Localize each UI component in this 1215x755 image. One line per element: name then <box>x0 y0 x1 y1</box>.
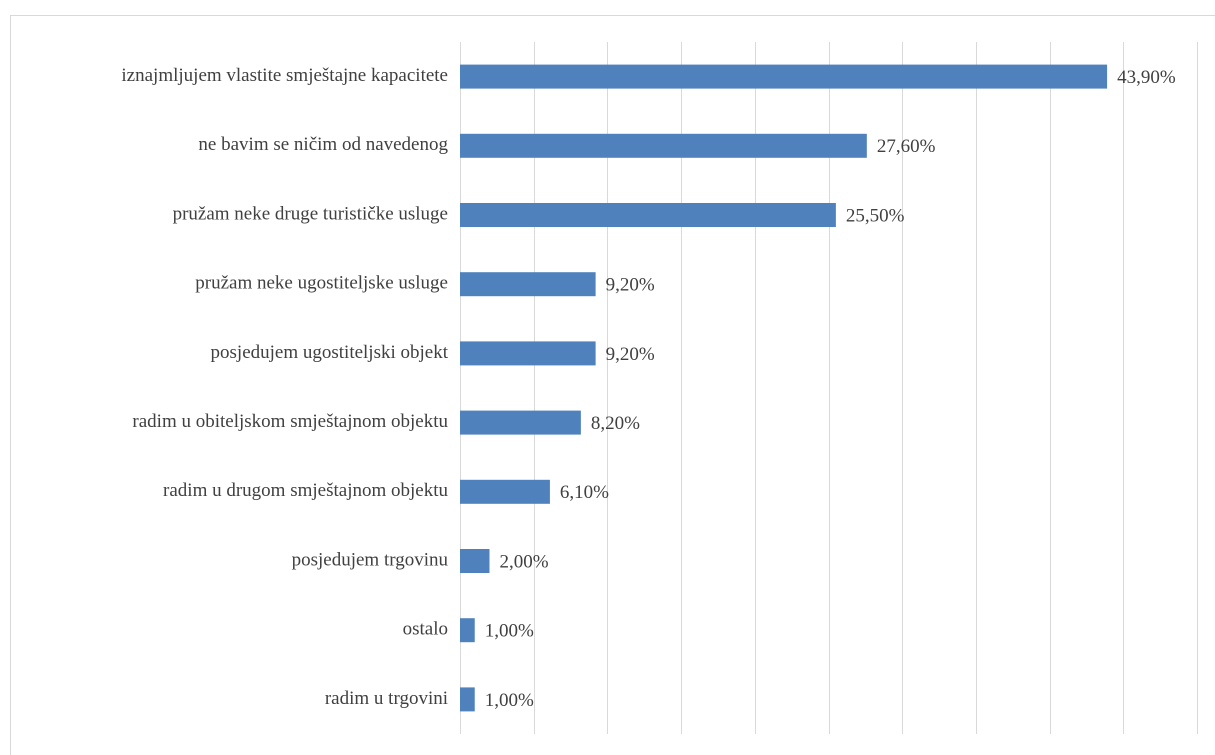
bar <box>460 687 475 712</box>
data-label: 9,20% <box>606 275 655 296</box>
y-tick-label: posjedujem trgovinu <box>292 549 449 570</box>
chart-border <box>10 15 1215 755</box>
data-label: 27,60% <box>877 136 936 157</box>
bar <box>460 272 596 297</box>
y-tick-label: radim u drugom smještajnom objektu <box>163 480 448 501</box>
y-tick-label: pružam neke ugostiteljske usluge <box>195 273 448 294</box>
bar <box>460 410 581 435</box>
data-label: 25,50% <box>846 205 905 226</box>
y-tick-label: pružam neke druge turističke usluge <box>173 203 448 224</box>
y-tick-label: radim u obiteljskom smještajnom objektu <box>132 411 448 432</box>
data-label: 43,90% <box>1117 67 1176 88</box>
data-label: 1,00% <box>485 690 534 711</box>
bar <box>460 64 1108 89</box>
y-tick-label: posjedujem ugostiteljski objekt <box>211 342 449 363</box>
bar <box>460 341 596 366</box>
y-tick-label: ostalo <box>403 619 448 640</box>
bar <box>460 479 550 504</box>
bar <box>460 133 867 158</box>
y-tick-label: radim u trgovini <box>325 688 448 709</box>
y-tick-label: iznajmljujem vlastite smještajne kapacit… <box>121 65 448 86</box>
data-label: 2,00% <box>499 551 548 572</box>
data-label: 1,00% <box>485 621 534 642</box>
data-label: 8,20% <box>591 413 640 434</box>
data-label: 9,20% <box>606 344 655 365</box>
y-tick-label: ne bavim se ničim od navedenog <box>198 134 448 155</box>
bar <box>460 618 475 643</box>
data-label: 6,10% <box>560 482 609 503</box>
bar <box>460 549 490 573</box>
bar <box>460 203 836 227</box>
